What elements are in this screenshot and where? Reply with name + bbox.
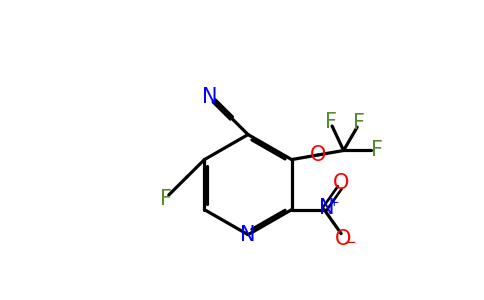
Text: N: N <box>240 225 256 245</box>
Text: O: O <box>333 173 349 193</box>
Text: O: O <box>334 229 351 249</box>
Text: +: + <box>328 196 339 209</box>
Text: −: − <box>343 235 356 250</box>
Text: O: O <box>310 145 327 165</box>
Text: F: F <box>371 140 383 160</box>
Text: N: N <box>202 87 218 107</box>
Text: F: F <box>325 112 336 132</box>
Text: F: F <box>353 113 364 133</box>
Text: N: N <box>319 198 334 218</box>
Text: F: F <box>161 189 172 209</box>
